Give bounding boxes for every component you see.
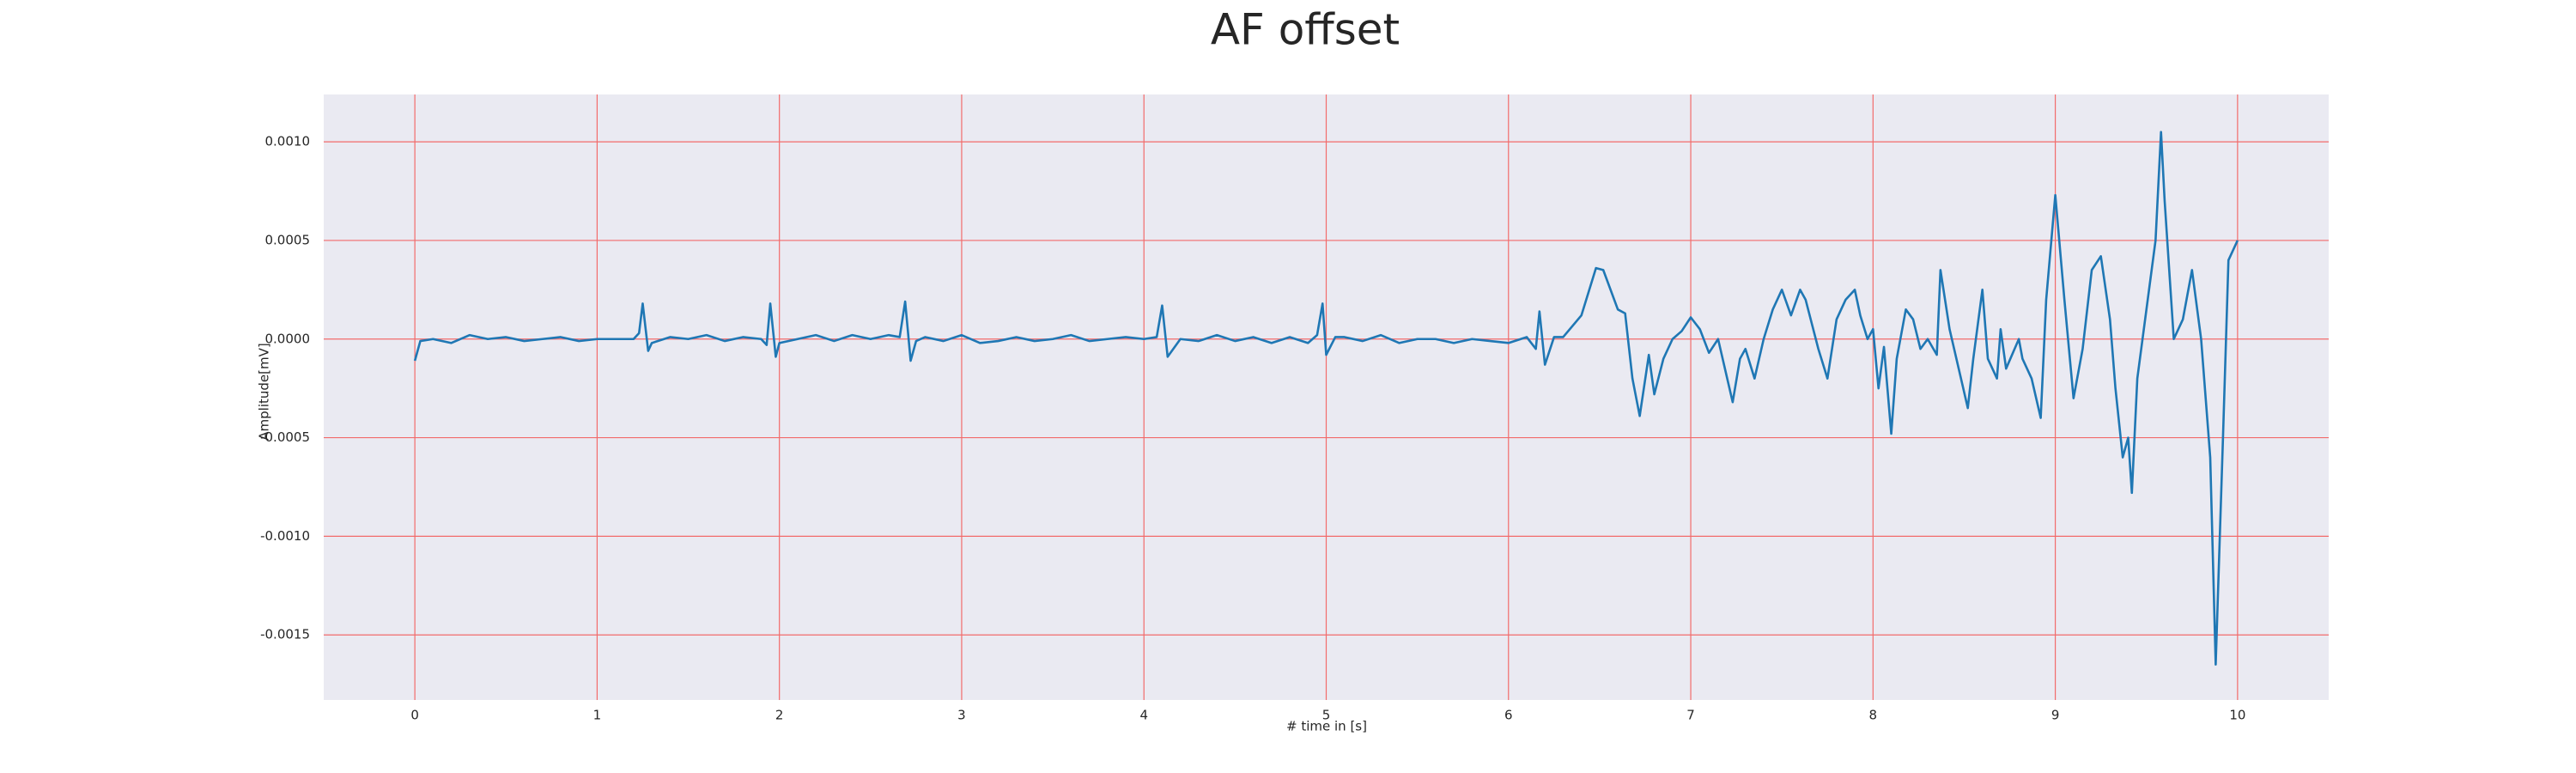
y-tick-label: -0.0005	[260, 429, 310, 445]
x-tick-label: 9	[2051, 708, 2060, 723]
x-axis-label: # time in [s]	[1286, 719, 1367, 734]
y-axis-label: Amplitude[mV]	[257, 343, 272, 440]
y-tick-label: 0.0000	[265, 331, 311, 346]
x-tick-label: 3	[957, 708, 966, 723]
chart-title: AF offset	[1211, 5, 1400, 55]
x-tick-label: 2	[775, 708, 784, 723]
x-tick-label: 0	[410, 708, 419, 723]
data-line	[413, 131, 2239, 666]
y-tick-label: -0.0010	[260, 528, 310, 544]
y-tick-label: -0.0015	[260, 627, 310, 642]
x-tick-label: 10	[2229, 708, 2245, 723]
x-tick-label: 6	[1504, 708, 1513, 723]
x-tick-label: 4	[1139, 708, 1148, 723]
y-tick-label: 0.0010	[265, 134, 311, 149]
x-tick-label: 8	[1869, 708, 1878, 723]
x-tick-label: 1	[593, 708, 602, 723]
x-tick-label: 7	[1686, 708, 1695, 723]
x-tick-label: 5	[1322, 708, 1331, 723]
y-tick-label: 0.0005	[265, 232, 311, 247]
